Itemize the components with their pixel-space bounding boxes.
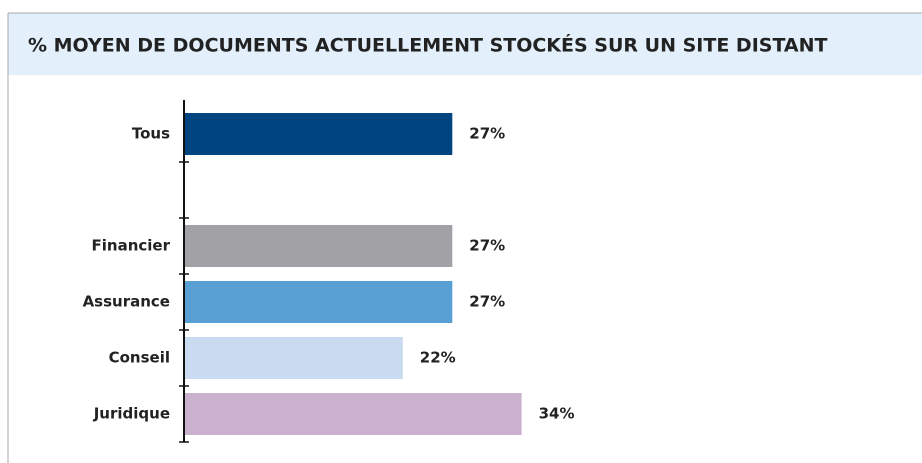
value-label: 27% xyxy=(469,237,505,255)
value-label: 27% xyxy=(469,293,505,311)
category-label: Juridique xyxy=(93,405,170,423)
category-label: Financier xyxy=(92,237,171,255)
category-label: Conseil xyxy=(109,349,170,367)
category-label: Tous xyxy=(132,125,170,143)
category-label: Assurance xyxy=(83,293,170,311)
bar xyxy=(185,225,453,267)
bar xyxy=(185,113,453,155)
bar xyxy=(185,393,522,435)
value-label: 34% xyxy=(539,405,575,423)
bar xyxy=(185,281,453,323)
value-label: 22% xyxy=(420,349,456,367)
value-label: 27% xyxy=(469,125,505,143)
chart-title: % MOYEN DE DOCUMENTS ACTUELLEMENT STOCKÉ… xyxy=(28,34,828,57)
bar xyxy=(185,337,403,379)
title-band xyxy=(8,13,922,75)
